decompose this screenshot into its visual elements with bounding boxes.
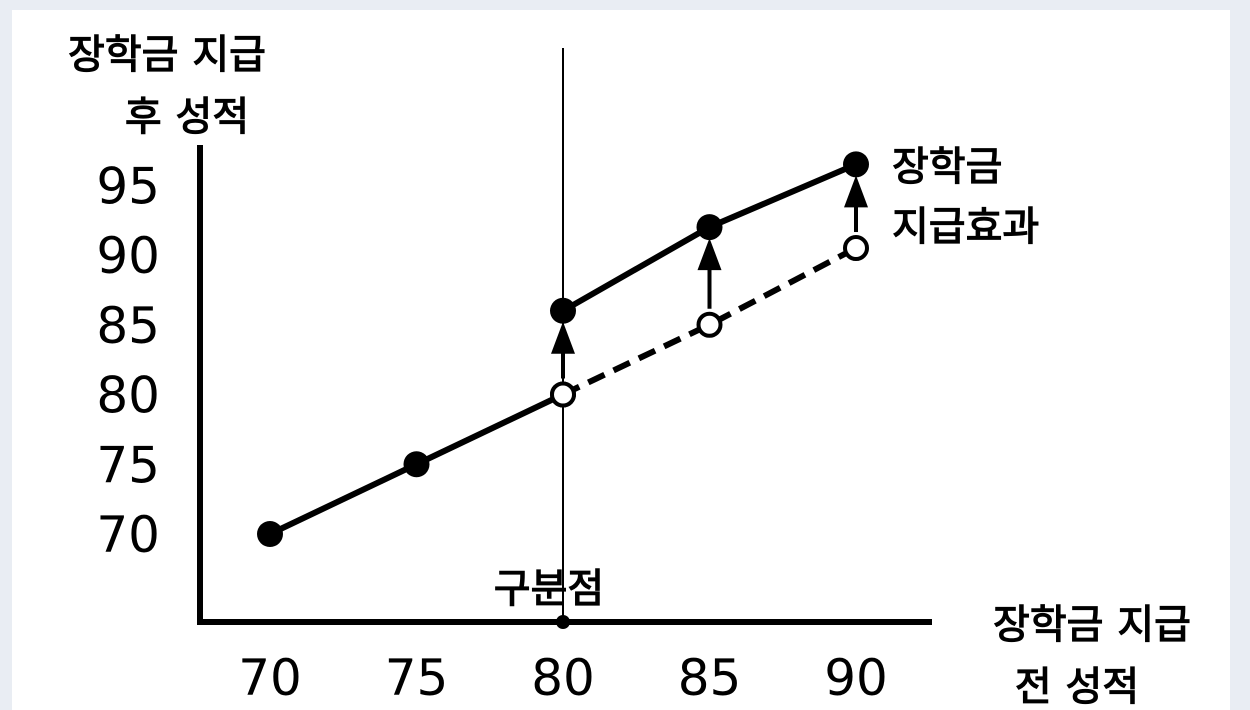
- x-tick-label: 90: [824, 649, 888, 707]
- y-tick-label: 85: [96, 297, 160, 355]
- y-axis-title-line2: 후 성적: [125, 94, 249, 140]
- data-point-open: [550, 381, 576, 408]
- x-tick-label: 75: [385, 649, 449, 707]
- rd-chart: 장학금 지급 후 성적 장학금 지급 전 성적 장학금 지급효과 구분점 70 7…: [68, 32, 1191, 710]
- effect-arrow-head: [551, 321, 575, 354]
- chart-frame: 장학금 지급 후 성적 장학금 지급 전 성적 장학금 지급효과 구분점 70 7…: [12, 10, 1230, 710]
- cutoff-marker: [556, 615, 570, 629]
- data-point-filled: [257, 521, 283, 547]
- data-point-filled: [550, 297, 576, 324]
- x-axis-title-line1: 장학금 지급: [993, 602, 1191, 648]
- data-point-open: [696, 311, 723, 338]
- effect-arrow-head: [697, 238, 722, 271]
- data-point-filled: [843, 151, 869, 178]
- effect-label-line2: 지급효과: [892, 204, 1039, 250]
- data-point-filled: [696, 214, 723, 241]
- data-point-open: [843, 235, 869, 262]
- data-point-filled: [403, 451, 430, 478]
- y-tick-label: 90: [96, 227, 160, 285]
- x-axis-title-line2: 전 성적: [1015, 664, 1139, 710]
- x-tick-label: 85: [678, 649, 742, 707]
- cutoff-label: 구분점: [494, 566, 604, 612]
- x-tick-label: 80: [531, 649, 595, 707]
- effect-arrow-head: [844, 175, 868, 208]
- y-tick-label: 95: [96, 157, 160, 215]
- x-tick-label: 70: [238, 649, 302, 707]
- y-tick-label: 80: [96, 367, 160, 425]
- y-tick-label: 75: [96, 436, 160, 494]
- effect-label-line1: 장학금: [892, 144, 1002, 190]
- y-axis-title-line1: 장학금 지급: [68, 32, 266, 78]
- y-tick-label: 70: [96, 506, 160, 564]
